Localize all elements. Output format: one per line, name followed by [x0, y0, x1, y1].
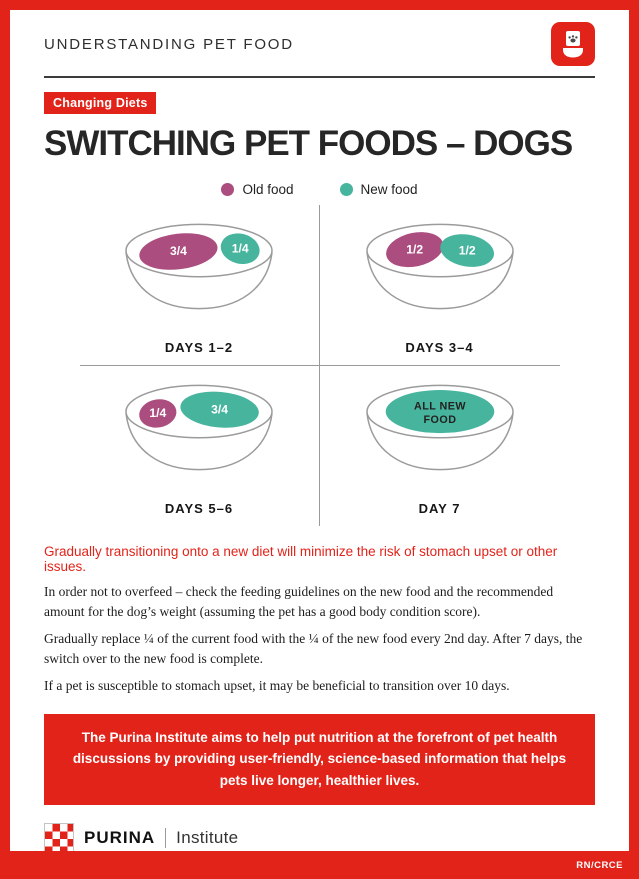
- svg-text:3/4: 3/4: [211, 402, 228, 416]
- bowl-cell: 3/4 1/4 DAYS 1–2: [79, 205, 320, 366]
- legend-label-new: New food: [360, 182, 418, 197]
- paragraph-overfeed: In order not to overfeed – check the fee…: [44, 584, 554, 619]
- purina-institute-logo: PURINA Institute: [44, 822, 595, 851]
- paragraph-susceptible: If a pet is susceptible to stomach upset…: [44, 678, 510, 694]
- page-inner: UNDERSTANDING PET FOOD Changing Diets SW…: [10, 10, 629, 851]
- pet-feeder-icon: [551, 22, 595, 66]
- old-food-dot: [221, 183, 235, 196]
- logo-divider: [165, 827, 167, 848]
- cta-box: The Purina Institute aims to help put nu…: [44, 713, 595, 805]
- svg-text:1/2: 1/2: [406, 242, 423, 256]
- svg-text:3/4: 3/4: [170, 244, 187, 258]
- footer: PURINA Institute Advancing Science for P…: [44, 822, 595, 851]
- new-food-dot: [339, 183, 353, 196]
- svg-text:FOOD: FOOD: [423, 414, 456, 426]
- lead-text: Gradually transitioning onto a new diet …: [44, 544, 558, 574]
- svg-text:1/4: 1/4: [149, 406, 166, 420]
- bowl-caption: DAYS 1–2: [164, 340, 234, 355]
- legend: Old food New food: [44, 182, 595, 197]
- header-divider: [44, 76, 595, 78]
- changing-diets-badge: Changing Diets: [44, 92, 157, 114]
- paragraph-replace: Gradually replace ¼ of the current food …: [44, 631, 583, 666]
- bowl-cell: 1/4 3/4 DAYS 5–6: [80, 366, 320, 526]
- legend-item-old-food: Old food: [221, 182, 294, 197]
- svg-text:ALL NEW: ALL NEW: [413, 401, 465, 413]
- bowl-diagram: 3/4 1/4: [125, 223, 273, 310]
- bowl-grid: 3/4 1/4 DAYS 1–2 1/2 1/2 DAYS 3–4 1/4 3/4 D…: [79, 205, 560, 526]
- institute-label: Institute: [176, 827, 239, 847]
- page-title: SWITCHING PET FOODS – DOGS: [44, 124, 573, 163]
- bowl-caption: DAY 7: [418, 501, 461, 516]
- header: UNDERSTANDING PET FOOD: [44, 22, 595, 66]
- legend-label-old: Old food: [242, 182, 294, 197]
- bowl-cell: ALL NEW FOOD DAY 7: [320, 366, 560, 526]
- legend-item-new-food: New food: [339, 182, 418, 197]
- body-copy: In order not to overfeed – check the fee…: [44, 582, 595, 696]
- svg-text:1/4: 1/4: [232, 241, 249, 255]
- purina-checkerboard-icon: [44, 822, 74, 851]
- svg-text:1/2: 1/2: [458, 243, 475, 257]
- brand-name: PURINA: [84, 827, 156, 847]
- bowl-cell: 1/2 1/2 DAYS 3–4: [319, 205, 560, 366]
- bowl-diagram: 1/4 3/4: [125, 384, 273, 471]
- bowl-diagram: 1/2 1/2: [365, 223, 514, 310]
- bowl-caption: DAYS 5–6: [164, 501, 234, 516]
- bowl-caption: DAYS 3–4: [405, 340, 474, 355]
- header-title: UNDERSTANDING PET FOOD: [44, 35, 294, 53]
- doc-code: RN/CRCE: [576, 860, 623, 871]
- pet-feeder-glyph: [563, 31, 583, 58]
